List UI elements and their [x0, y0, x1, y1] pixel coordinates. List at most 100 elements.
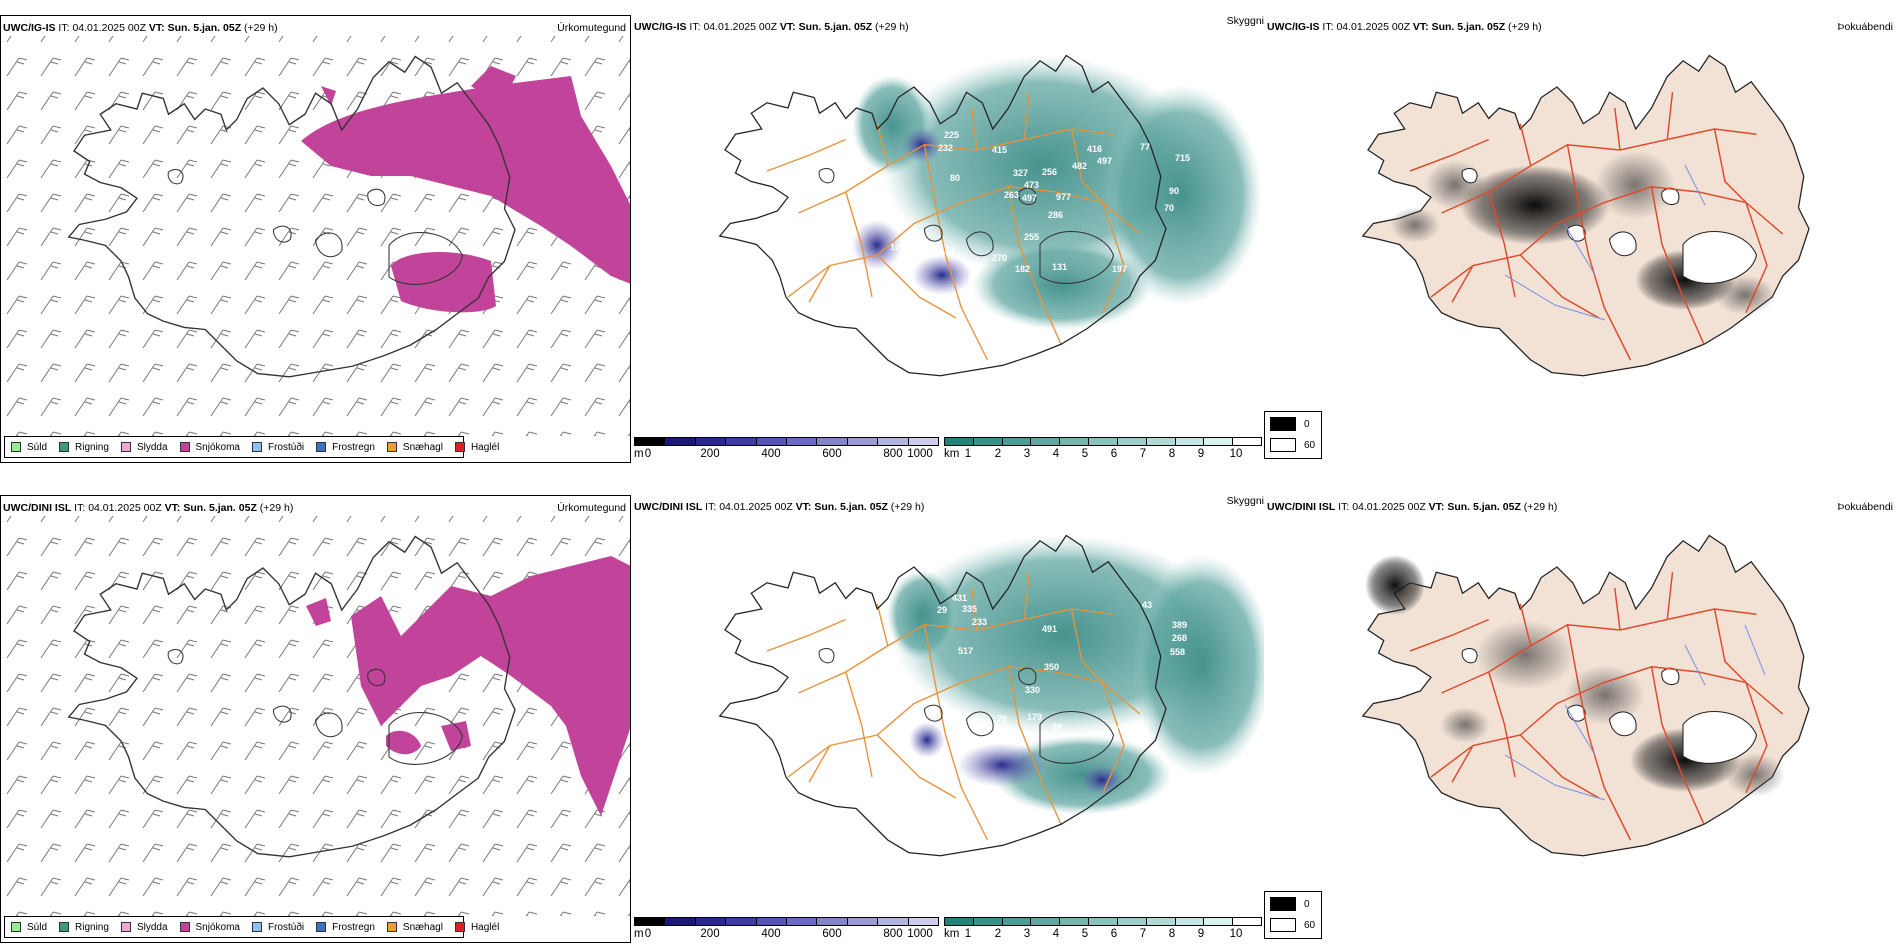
cloud-label: 143 [1112, 722, 1127, 732]
colorbar-tick: 9 [1197, 448, 1205, 460]
cloud-visibility-panel-1: UWC/IG-IS IT: 04.01.2025 00Z VT: Sun. 5.… [632, 15, 1264, 463]
panel-title: UWC/DINI ISL IT: 04.01.2025 00Z VT: Sun.… [634, 501, 925, 513]
cloud-label: 225 [944, 130, 959, 140]
colorbar-tick: 0 [644, 928, 652, 940]
colorbar-tick: 4 [1052, 928, 1060, 940]
fog-map [1362, 534, 1810, 857]
legend-swatch [59, 442, 70, 452]
cloud-label: 79 [997, 714, 1007, 724]
fog-legend-swatch [1270, 438, 1296, 452]
cloud-label: 286 [1048, 210, 1063, 220]
precip-legend: Súld Rigning Slydda Snjókoma Frostúði Fr… [11, 438, 511, 456]
fog-legend-swatch [1270, 417, 1296, 431]
cloud-map: 225 232 80 415 327 473 497 263 256 416 4… [719, 54, 1262, 377]
legend-item: Frostúði [251, 442, 304, 453]
cloud-label: 335 [962, 604, 977, 614]
fog-legend-swatch [1270, 897, 1296, 911]
cloud-label: 268 [1172, 633, 1187, 643]
legend-swatch [316, 922, 327, 932]
legend-item: Snjókoma [179, 922, 240, 933]
colorbar-tick: 200 [700, 448, 720, 460]
precip-map [1, 36, 630, 436]
panel-name: Skyggni [1226, 15, 1264, 27]
cloudbase-colorbar-cells [634, 437, 939, 446]
cloud-label: 389 [1172, 620, 1187, 630]
panel-name: Úrkomutegund [557, 22, 626, 34]
panel-name: Skyggni [1226, 495, 1264, 507]
colorbar-unit: m [634, 928, 644, 940]
legend-swatch [454, 922, 465, 932]
fog-legend-row: 60 [1270, 918, 1315, 932]
cloud-label: 255 [1024, 232, 1039, 242]
cloud-label: 77 [1140, 142, 1150, 152]
cloud-label: 431 [952, 593, 967, 603]
colorbar-tick: 1000 [907, 448, 933, 460]
fog-indicator-panel-1: UWC/IG-IS IT: 04.01.2025 00Z VT: Sun. 5.… [1265, 15, 1900, 463]
panel-name: Þokuábendi [1837, 21, 1893, 33]
cloud-label: 131 [1052, 262, 1067, 272]
legend-swatch [120, 922, 131, 932]
cloud-label: 99 [1052, 722, 1062, 732]
visibility-colorbar-cells [944, 917, 1262, 926]
legend-swatch [251, 922, 262, 932]
cloud-label: 415 [992, 145, 1007, 155]
legend-swatch [179, 922, 190, 932]
panel-title: UWC/IG-IS IT: 04.01.2025 00Z VT: Sun. 5.… [634, 21, 909, 33]
colorbar-tick: 10 [1229, 448, 1243, 460]
cloud-label: 121 [940, 245, 955, 255]
legend-swatch [179, 442, 190, 452]
cloud-label: 109 [890, 242, 905, 252]
cloud-label: 128 [944, 710, 959, 720]
precip-legend: Súld Rigning Slydda Snjókoma Frostúði Fr… [11, 918, 511, 936]
panel-name: Þokuábendi [1837, 501, 1893, 513]
legend-item: Snæhagl [386, 922, 443, 933]
colorbar-tick: 1 [964, 928, 972, 940]
cloud-label: 330 [1025, 685, 1040, 695]
cloud-label: 497 [1022, 193, 1037, 203]
colorbar-tick: 1000 [907, 928, 933, 940]
cloud-label: 715 [1175, 153, 1190, 163]
legend-item: Súld [11, 922, 47, 933]
legend-swatch [11, 442, 21, 452]
colorbar-tick: 0 [644, 448, 652, 460]
colorbar-tick: 8 [1168, 928, 1176, 940]
legend-item: Snæhagl [386, 442, 443, 453]
cloudbase-colorbar: m 0 200 400 600 800 1000 [634, 917, 939, 941]
legend-swatch [386, 922, 397, 932]
fog-legend-row: 0 [1270, 417, 1310, 431]
colorbar-unit: m [634, 448, 644, 460]
fog-indicator-panel-2: UWC/DINI ISL IT: 04.01.2025 00Z VT: Sun.… [1265, 495, 1900, 943]
legend-swatch [11, 922, 21, 932]
cloudbase-colorbar-cells [634, 917, 939, 926]
legend-swatch [251, 442, 262, 452]
cloud-label: 90 [1169, 186, 1179, 196]
cloud-label: 29 [937, 605, 947, 615]
cloud-label: 270 [992, 253, 1007, 263]
legend-item: Slydda [120, 442, 168, 453]
colorbar-tick: 2 [994, 448, 1002, 460]
colorbar-tick: 5 [1081, 928, 1089, 940]
legend-swatch [454, 442, 465, 452]
precip-legend-box: Súld Rigning Slydda Snjókoma Frostúði Fr… [4, 916, 499, 938]
colorbar-tick: 6 [1110, 928, 1118, 940]
legend-item: Slydda [120, 922, 168, 933]
cloud-label: 197 [1112, 264, 1127, 274]
precip-map [1, 516, 630, 916]
precip-legend-box: Súld Rigning Slydda Snjókoma Frostúði Fr… [4, 436, 499, 458]
fog-legend-1: 0 60 [1264, 411, 1322, 459]
colorbar-tick: 3 [1023, 448, 1031, 460]
legend-item: Haglél [454, 922, 499, 933]
cloud-label: 416 [1087, 144, 1102, 154]
colorbar-tick: 7 [1139, 928, 1147, 940]
precip-type-panel-1: UWC/IG-IS IT: 04.01.2025 00Z VT: Sun. 5.… [0, 15, 631, 463]
cloud-label: 70 [1164, 203, 1174, 213]
colorbar-tick: 200 [700, 928, 720, 940]
colorbar-tick: 10 [1229, 928, 1243, 940]
colorbar-tick: 9 [1197, 928, 1205, 940]
cloudbase-colorbar: m 0 200 400 600 800 1000 [634, 437, 939, 461]
colorbar-unit: km [944, 448, 960, 460]
cloud-base-labels: 225 232 80 415 327 473 497 263 256 416 4… [890, 130, 1190, 274]
fog-legend-2: 0 60 [1264, 891, 1322, 939]
cloud-label: 350 [1044, 662, 1059, 672]
legend-swatch [120, 442, 131, 452]
